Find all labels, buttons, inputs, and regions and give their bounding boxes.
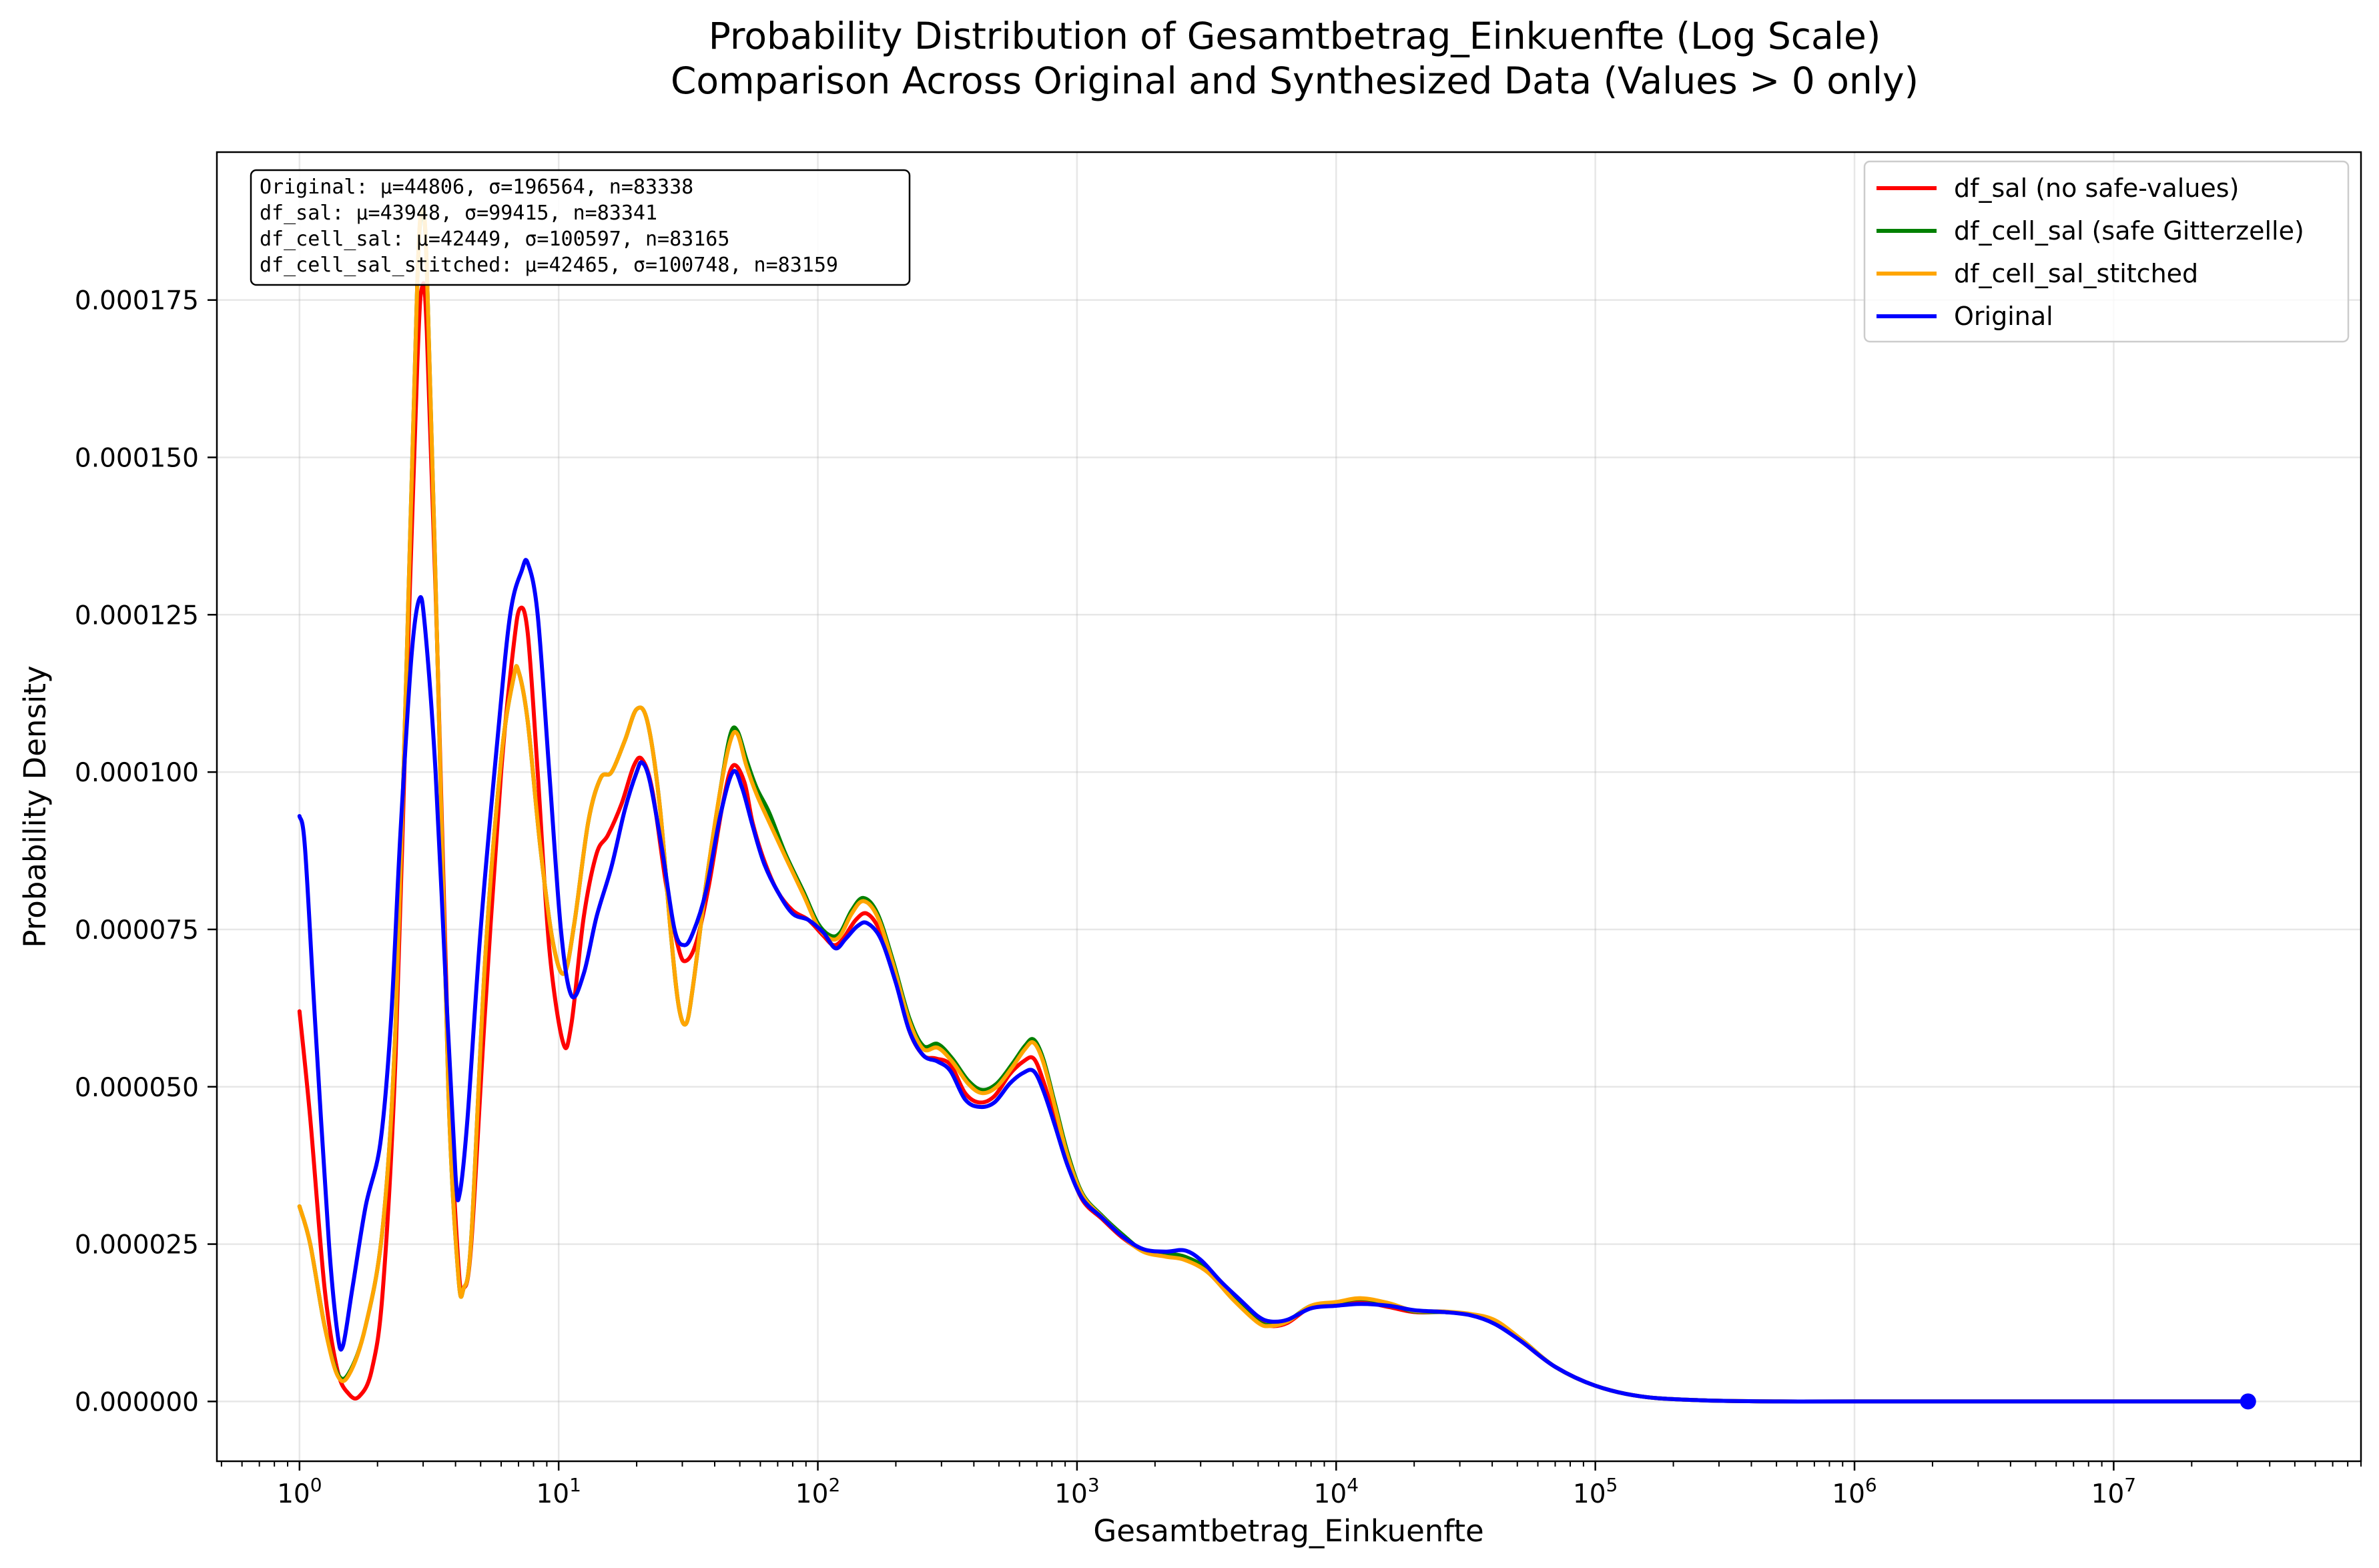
y-tick-label: 0.000150 xyxy=(75,443,199,473)
x-tick-label-base: 10 xyxy=(2091,1479,2125,1509)
y-tick-label: 0.000050 xyxy=(75,1073,199,1103)
x-tick-label-exponent: 6 xyxy=(1865,1474,1877,1496)
y-tick-label: 0.000000 xyxy=(75,1387,199,1417)
x-tick-label-exponent: 0 xyxy=(310,1474,322,1496)
y-axis-ticks: 0.000000 0.000025 0.000050 0.000075 0.000100… xyxy=(75,286,217,1417)
x-tick-label: 104 xyxy=(1314,1474,1359,1509)
x-tick-label: 106 xyxy=(1832,1474,1877,1509)
x-tick-label-exponent: 1 xyxy=(569,1474,581,1496)
stats-box: Original: μ=44806, σ=196564, n=83338 df_… xyxy=(250,169,911,286)
stats-box-frame xyxy=(250,169,911,286)
plot-series xyxy=(297,208,2250,1404)
series-line-df-cell-sal-stitched xyxy=(297,208,2250,1404)
series-line-original xyxy=(297,558,2250,1404)
grid-lines xyxy=(217,152,2361,1461)
y-tick-label: 0.000100 xyxy=(75,758,199,788)
legend-label-df-cell-sal-stitched: df_cell_sal_stitched xyxy=(1954,259,2198,288)
x-tick-label-exponent: 7 xyxy=(2124,1474,2136,1496)
legend-frame xyxy=(1863,160,2350,343)
x-axis-ticks: 100 101 102 103 104 105 106 107 xyxy=(220,1461,2362,1509)
series-markers xyxy=(2240,1393,2256,1410)
chart-title: Probability Distribution of Gesamtbetrag… xyxy=(671,15,1919,102)
x-axis-label: Gesamtbetrag_Einkuenfte xyxy=(1093,1513,1483,1549)
x-tick-label: 100 xyxy=(277,1474,322,1509)
series-end-marker-original xyxy=(2240,1393,2256,1410)
stats-line-original: Original: μ=44806, σ=196564, n=83338 xyxy=(260,175,693,199)
x-tick-label-base: 10 xyxy=(1573,1479,1606,1509)
legend-label-df-cell-sal-safe-gitterzelle: df_cell_sal (safe Gitterzelle) xyxy=(1954,216,2304,246)
x-tick-label: 107 xyxy=(2091,1474,2136,1509)
y-tick-label: 0.000075 xyxy=(75,915,199,945)
x-tick-label-exponent: 4 xyxy=(1347,1474,1359,1496)
legend-label-df-sal-no-safe-values: df_sal (no safe-values) xyxy=(1954,173,2239,203)
x-tick-label-base: 10 xyxy=(277,1479,310,1509)
stats-line-df-cell-sal-stitched: df_cell_sal_stitched: μ=42465, σ=100748,… xyxy=(260,254,838,277)
x-tick-label-base: 10 xyxy=(795,1479,829,1509)
stats-line-df-sal: df_sal: μ=43948, σ=99415, n=83341 xyxy=(260,202,657,225)
stats-line-df-cell-sal: df_cell_sal: μ=42449, σ=100597, n=83165 xyxy=(260,228,729,251)
x-tick-label-base: 10 xyxy=(1054,1479,1088,1509)
y-tick-label: 0.000175 xyxy=(75,286,199,316)
x-tick-label: 105 xyxy=(1573,1474,1618,1509)
y-axis-label: Probability Density xyxy=(17,665,53,947)
legend: df_sal (no safe-values) df_cell_sal (safe… xyxy=(1863,160,2350,343)
x-tick-label: 101 xyxy=(536,1474,581,1509)
x-tick-label-exponent: 5 xyxy=(1606,1474,1618,1496)
y-tick-label: 0.000125 xyxy=(75,601,199,631)
title-line-2: Comparison Across Original and Synthesiz… xyxy=(671,59,1919,102)
plot-frame xyxy=(216,151,2362,1463)
y-tick-label: 0.000025 xyxy=(75,1230,199,1260)
x-tick-label-exponent: 3 xyxy=(1088,1474,1100,1496)
x-tick-label: 102 xyxy=(795,1474,840,1509)
title-line-1: Probability Distribution of Gesamtbetrag… xyxy=(709,15,1881,57)
x-tick-label-base: 10 xyxy=(536,1479,569,1509)
x-tick-label: 103 xyxy=(1054,1474,1099,1509)
legend-label-original: Original xyxy=(1954,302,2053,331)
x-tick-label-exponent: 2 xyxy=(828,1474,840,1496)
x-tick-label-base: 10 xyxy=(1314,1479,1347,1509)
x-tick-label-base: 10 xyxy=(1832,1479,1865,1509)
